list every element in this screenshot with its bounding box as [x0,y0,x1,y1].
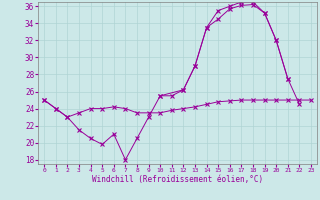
X-axis label: Windchill (Refroidissement éolien,°C): Windchill (Refroidissement éolien,°C) [92,175,263,184]
